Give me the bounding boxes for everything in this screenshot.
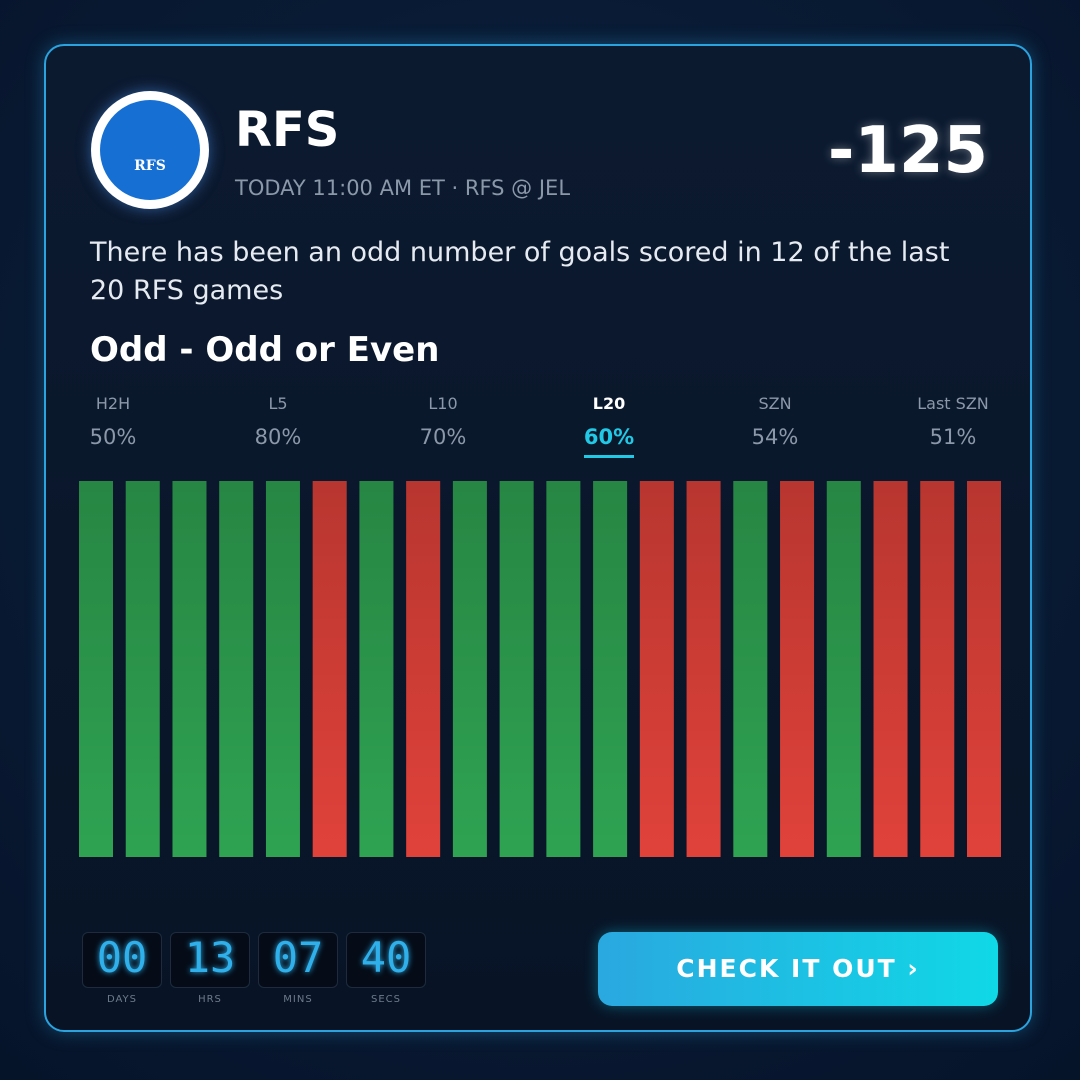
bar-strip bbox=[79, 481, 1001, 857]
logo-text: RFS bbox=[134, 158, 166, 174]
bar-shade bbox=[79, 481, 113, 857]
description: There has been an odd number of goals sc… bbox=[90, 237, 950, 306]
bar-shade bbox=[406, 481, 441, 857]
tab-value: 70% bbox=[419, 425, 467, 449]
tab-value: 51% bbox=[929, 425, 977, 449]
bar-shade bbox=[920, 481, 955, 857]
tab[interactable]: H2H 50% bbox=[43, 394, 183, 449]
market-title: Odd - Odd or Even bbox=[90, 330, 440, 370]
bar-shade bbox=[359, 481, 394, 857]
countdown-label: DAYS bbox=[106, 994, 138, 1005]
bar-shade bbox=[873, 481, 908, 857]
countdown-digits: 13 bbox=[170, 932, 250, 988]
countdown-digits: 00 bbox=[82, 932, 162, 988]
tab-label: L20 bbox=[592, 394, 626, 413]
tab[interactable]: Last SZN 51% bbox=[883, 394, 1023, 449]
bar-shade bbox=[452, 481, 487, 857]
countdown-unit: 07 MINS bbox=[258, 932, 338, 1005]
tab-value: 54% bbox=[751, 425, 799, 449]
team-name: RFS bbox=[235, 102, 340, 158]
bar-shade bbox=[593, 481, 628, 857]
countdown-digits: 07 bbox=[258, 932, 338, 988]
bar-shade bbox=[219, 481, 254, 857]
bar-shade bbox=[686, 481, 721, 857]
countdown-unit: 13 HRS bbox=[170, 932, 250, 1005]
tab-value: 60% bbox=[583, 425, 635, 449]
tab-underline bbox=[584, 455, 634, 458]
countdown-unit: 00 DAYS bbox=[82, 932, 162, 1005]
game-meta: TODAY 11:00 AM ET · RFS @ JEL bbox=[235, 176, 571, 200]
tab-label: SZN bbox=[758, 394, 792, 413]
team-logo: RFS bbox=[91, 91, 209, 209]
tab[interactable]: L10 70% bbox=[373, 394, 513, 449]
tab-label: L10 bbox=[428, 394, 458, 413]
bar-shade bbox=[265, 481, 300, 857]
bar-shade bbox=[733, 481, 768, 857]
bar-shade bbox=[826, 481, 861, 857]
tab-value: 50% bbox=[89, 425, 137, 449]
tab-label: L5 bbox=[268, 394, 288, 413]
bar-shade bbox=[172, 481, 207, 857]
countdown-unit: 40 SECS bbox=[346, 932, 426, 1005]
tab-label: Last SZN bbox=[917, 394, 989, 413]
bar-shade bbox=[639, 481, 674, 857]
tab-label: H2H bbox=[95, 394, 131, 413]
logo-badge: RFS bbox=[100, 100, 200, 200]
bar-shade bbox=[125, 481, 160, 857]
tab-value: 80% bbox=[254, 425, 302, 449]
tab[interactable]: L20 60% bbox=[539, 394, 679, 458]
tab[interactable]: SZN 54% bbox=[705, 394, 845, 449]
countdown-label: HRS bbox=[198, 994, 222, 1005]
tab[interactable]: L5 80% bbox=[208, 394, 348, 449]
countdown-label: MINS bbox=[283, 994, 313, 1005]
check-button[interactable]: CHECK IT OUT › bbox=[598, 932, 998, 1006]
bar-shade bbox=[546, 481, 581, 857]
bar-shade bbox=[967, 481, 1001, 857]
bar-shade bbox=[312, 481, 347, 857]
bar-shade bbox=[499, 481, 534, 857]
card bbox=[44, 44, 1032, 1032]
countdown-label: SECS bbox=[371, 994, 401, 1005]
bar-shade bbox=[780, 481, 815, 857]
countdown-digits: 40 bbox=[346, 932, 426, 988]
odds: -125 bbox=[827, 114, 988, 188]
